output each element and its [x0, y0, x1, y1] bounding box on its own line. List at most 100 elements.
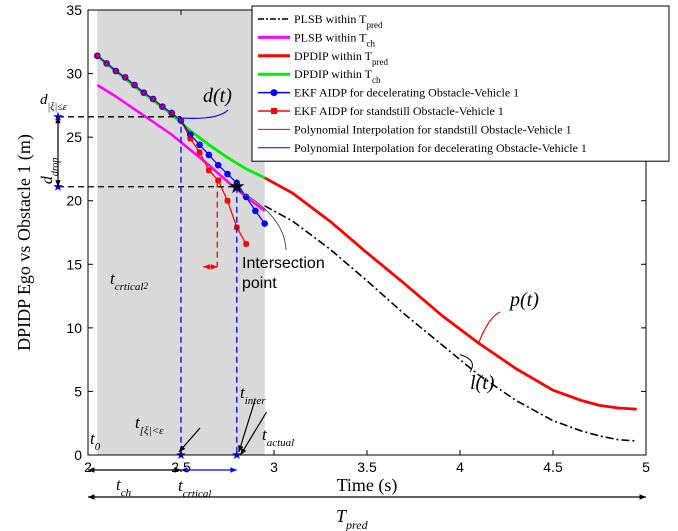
label-t-pred: Tpred [336, 506, 369, 531]
label-t-ch: tch [116, 475, 132, 499]
d-t-callout [182, 109, 229, 119]
d-drop-arrow-head [55, 116, 61, 124]
legend-item: PLSB within Tpred [258, 12, 383, 30]
t-crtical-arrow-head [230, 467, 237, 473]
series-line-1 [264, 205, 637, 442]
y-axis-title: DPIDP Ego vs Obstacle 1 (m) [14, 134, 35, 351]
x-tick-label: 4 [456, 459, 464, 475]
x-tick-label: 2.5 [171, 459, 191, 475]
plot-axes: 2 2.5 3 3.5 4 4.5 5 0 5 10 15 20 25 30 35 Time (s) DPIDP… [14, 2, 650, 496]
data-point [196, 141, 203, 148]
t-actual-arrow-shaft [240, 411, 268, 456]
t-inter-arrow [238, 399, 256, 453]
label-intersection-line-1: Intersection [242, 255, 325, 272]
data-point [205, 167, 212, 174]
label-intersection-line-2: point [242, 275, 277, 292]
data-point [243, 241, 249, 247]
label-d-drop: ddrop [39, 158, 61, 185]
y-tick-label: 35 [66, 2, 82, 18]
l-t-callout [459, 354, 473, 373]
legend-swatch-marker [271, 108, 277, 114]
legend-label: EKF AIDP for standstill Obstacle-Vehicle… [294, 104, 504, 118]
data-point [252, 207, 259, 214]
t-pred-arrow [88, 494, 646, 500]
legend-item: PLSB within Tch [258, 30, 375, 48]
legend-label: DPDIP within Tch [294, 67, 381, 85]
x-tick-label: 4.5 [543, 459, 563, 475]
data-point [112, 68, 119, 75]
legend-item: EKF AIDP for standstill Obstacle-Vehicle… [258, 104, 504, 118]
label-t-crtical: tcrtical [178, 476, 211, 500]
x-tick-label: 5 [642, 459, 650, 475]
x-tick-label: 2 [84, 459, 92, 475]
label-l-t: l(t) [470, 372, 495, 394]
t-inter-arrow-head [238, 445, 244, 452]
legend-label: Polynomial Interpolation for standstill … [294, 122, 572, 136]
label-d-t: d(t) [203, 85, 232, 107]
t-crtical-arrow [181, 467, 237, 473]
data-point [159, 103, 166, 110]
data-point [94, 53, 100, 59]
data-point [187, 131, 194, 138]
x-axis-title: Time (s) [337, 475, 398, 496]
data-point [205, 151, 212, 158]
legend-item: Polynomial Interpolation for standstill … [258, 122, 572, 136]
data-point [196, 149, 203, 156]
y-tick-label: 20 [66, 193, 82, 209]
data-point [168, 109, 175, 116]
y-tick-label: 15 [66, 256, 82, 272]
label-t0: t0 [90, 429, 101, 453]
label-t-inter: tinter [240, 383, 266, 407]
label-t-crtical2: tcrtical2 [110, 269, 148, 293]
legend-label: PLSB within Tch [294, 30, 375, 48]
label-p-t: p(t) [508, 289, 539, 311]
legend-label: Polynomial Interpolation for deceleratin… [294, 141, 587, 155]
data-point [215, 177, 222, 184]
legend-label: EKF AIDP for decelerating Obstacle-Vehic… [294, 86, 519, 100]
data-point [215, 162, 222, 169]
label-t-actual: tactual [262, 425, 294, 449]
data-point [103, 60, 110, 67]
t-ch-arrow-head [174, 467, 181, 473]
x-tick-label: 3 [270, 459, 278, 475]
data-point [131, 82, 138, 89]
t-crtical-arrow-head [181, 467, 188, 473]
legend-box [251, 5, 670, 162]
data-point [243, 240, 250, 247]
label-t-xi: t[ξ|<ε [135, 413, 164, 437]
t-crtical2-arrow-right-head [210, 264, 218, 270]
t-ch-arrow [88, 467, 181, 473]
data-point [224, 197, 231, 204]
data-point [140, 89, 147, 96]
intersection-callout [242, 192, 287, 251]
d-drop-arrow-head [55, 180, 61, 187]
intersection-star-marker [229, 178, 245, 194]
legend-item: DPDIP within Tch [258, 67, 381, 85]
data-point [261, 220, 268, 227]
axis-marker-star-1 [53, 111, 63, 121]
t-crtical2-arrow-right [203, 264, 218, 270]
y-tick-label: 0 [74, 447, 82, 463]
legend-swatch-marker [270, 89, 278, 97]
y-tick-label: 5 [74, 383, 82, 399]
label-d-xi: d|ξ|≤ε [40, 92, 67, 113]
data-point [224, 171, 231, 178]
y-tick-label: 10 [66, 320, 82, 336]
legend-item: EKF AIDP for decelerating Obstacle-Vehic… [258, 86, 519, 100]
legend-label: PLSB within Tpred [294, 12, 383, 30]
data-point [150, 96, 157, 102]
t-actual-arrow-head [240, 448, 247, 455]
legend-item: DPDIP within Tpred [258, 49, 389, 67]
t-pred-arrow-head [88, 494, 95, 500]
y-tick-label: 30 [66, 66, 82, 82]
legend-item: Polynomial Interpolation for deceleratin… [258, 141, 587, 155]
t-inter-arrow-shaft [238, 399, 256, 453]
y-tick-label: 25 [66, 129, 82, 145]
d-drop-arrow [55, 116, 61, 187]
t-ch-arrow-head [88, 467, 95, 473]
t-actual-arrow [240, 411, 268, 456]
t-pred-arrow-head [639, 494, 646, 500]
legend-label: DPDIP within Tpred [294, 49, 389, 67]
